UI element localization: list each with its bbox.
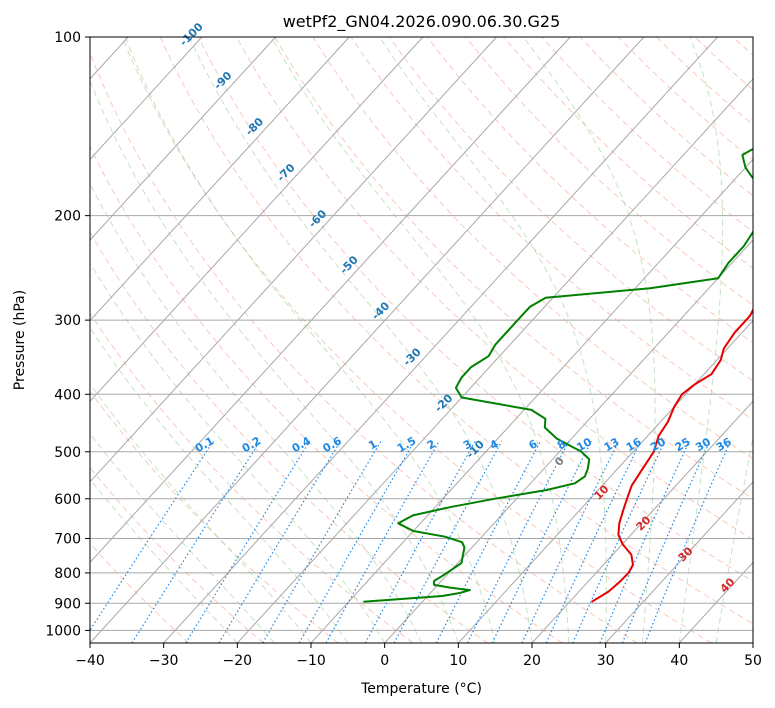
mixing-ratio-line bbox=[621, 441, 711, 643]
x-tick-label: −10 bbox=[296, 653, 326, 669]
mixing-ratio-line bbox=[131, 440, 261, 643]
moist-adiabat-line bbox=[715, 435, 753, 643]
dry-adiabat-line bbox=[159, 37, 753, 625]
y-tick-label: 500 bbox=[54, 445, 81, 461]
plot-frame bbox=[89, 36, 754, 644]
y-tick-label: 900 bbox=[54, 596, 81, 612]
moist-adiabat-line bbox=[90, 182, 422, 643]
dry-adiabat-line bbox=[90, 231, 488, 643]
moist-adiabat-line bbox=[270, 37, 570, 643]
x-tick-label: 30 bbox=[597, 653, 615, 669]
dry-adiabat-line bbox=[197, 37, 753, 582]
x-tick-label: −40 bbox=[75, 653, 105, 669]
mixing-ratio-line bbox=[599, 441, 690, 643]
isotherm-line bbox=[457, 319, 753, 643]
mixing-ratio-line bbox=[262, 440, 382, 643]
dewpoint-profile-line bbox=[363, 147, 753, 603]
mixing-ratio-line bbox=[572, 441, 666, 643]
moist-adiabat-line bbox=[90, 79, 459, 643]
x-tick-label: 10 bbox=[449, 653, 467, 669]
dry-adiabat-line bbox=[388, 37, 753, 382]
axes: −40 −30 −20 −10 0 10 20 30 40 50 100 200 300 400 500 60… bbox=[45, 30, 762, 669]
mixing-ratio-line bbox=[325, 440, 440, 643]
x-tick-label: 20 bbox=[523, 653, 541, 669]
temperature-profile-line bbox=[591, 307, 753, 603]
isotherm-line bbox=[163, 37, 718, 643]
dry-adiabat-line bbox=[90, 145, 563, 643]
background-lines bbox=[90, 37, 753, 643]
y-tick-label: 700 bbox=[54, 532, 81, 548]
y-tick-label: 1000 bbox=[45, 623, 81, 639]
isotherm-line bbox=[90, 37, 571, 564]
profile-lines bbox=[363, 147, 753, 603]
x-tick-label: 40 bbox=[670, 653, 688, 669]
y-tick-label: 300 bbox=[54, 313, 81, 329]
dry-adiabat-line bbox=[90, 51, 638, 643]
isotherm-line bbox=[384, 239, 753, 643]
dry-adiabat-line bbox=[90, 542, 190, 643]
isotherm-line bbox=[236, 78, 753, 643]
isotherm-line bbox=[90, 37, 645, 643]
isotherm-line bbox=[90, 37, 497, 483]
mixing-ratio-line bbox=[218, 440, 341, 643]
mixing-ratio-line bbox=[364, 441, 476, 643]
mixing-ratio-line bbox=[393, 441, 503, 643]
y-axis-label: Pressure (hPa) bbox=[12, 290, 28, 390]
dry-adiabat-line bbox=[90, 466, 264, 643]
moist-adiabat-line bbox=[188, 37, 533, 643]
moist-adiabat-line bbox=[90, 261, 386, 643]
y-tick-label: 800 bbox=[54, 566, 81, 582]
x-tick-label: 0 bbox=[380, 653, 389, 669]
isotherm-line bbox=[90, 37, 350, 322]
x-axis-label: Temperature (°C) bbox=[360, 681, 482, 697]
mixing-ratio-line bbox=[491, 441, 592, 643]
mixing-ratio-line bbox=[644, 441, 731, 643]
mixing-ratio-line bbox=[90, 440, 214, 632]
moist-adiabat-line bbox=[522, 37, 656, 643]
x-tick-label: 50 bbox=[744, 653, 762, 669]
y-tick-label: 200 bbox=[54, 209, 81, 225]
x-tick-label: −20 bbox=[223, 653, 253, 669]
y-tick-label: 400 bbox=[54, 387, 81, 403]
chart-title: wetPf2_GN04.2026.090.06.30.G25 bbox=[283, 12, 561, 32]
mixing-ratio-line bbox=[185, 440, 311, 643]
isotherm-line bbox=[310, 158, 753, 643]
isotherm-line bbox=[90, 37, 424, 402]
moist-adiabat-line bbox=[90, 327, 349, 643]
y-tick-label: 600 bbox=[54, 492, 81, 508]
x-tick-label: −30 bbox=[149, 653, 179, 669]
moist-adiabat-line bbox=[124, 37, 496, 643]
dry-adiabat-line bbox=[312, 37, 753, 460]
isotherm-line bbox=[605, 481, 753, 643]
dry-adiabat-line bbox=[274, 37, 753, 500]
mixing-ratio-line bbox=[298, 440, 416, 643]
dry-adiabat-line bbox=[427, 37, 753, 344]
moist-adiabat-line bbox=[379, 37, 607, 643]
dry-adiabat-line bbox=[350, 37, 753, 421]
isotherm-line bbox=[90, 37, 203, 161]
isotherm-line bbox=[90, 37, 276, 241]
mixing-ratio-line bbox=[466, 441, 570, 643]
isotherm-line bbox=[531, 400, 753, 643]
y-tick-label: 100 bbox=[54, 30, 81, 46]
moist-adiabat-line bbox=[678, 37, 724, 643]
